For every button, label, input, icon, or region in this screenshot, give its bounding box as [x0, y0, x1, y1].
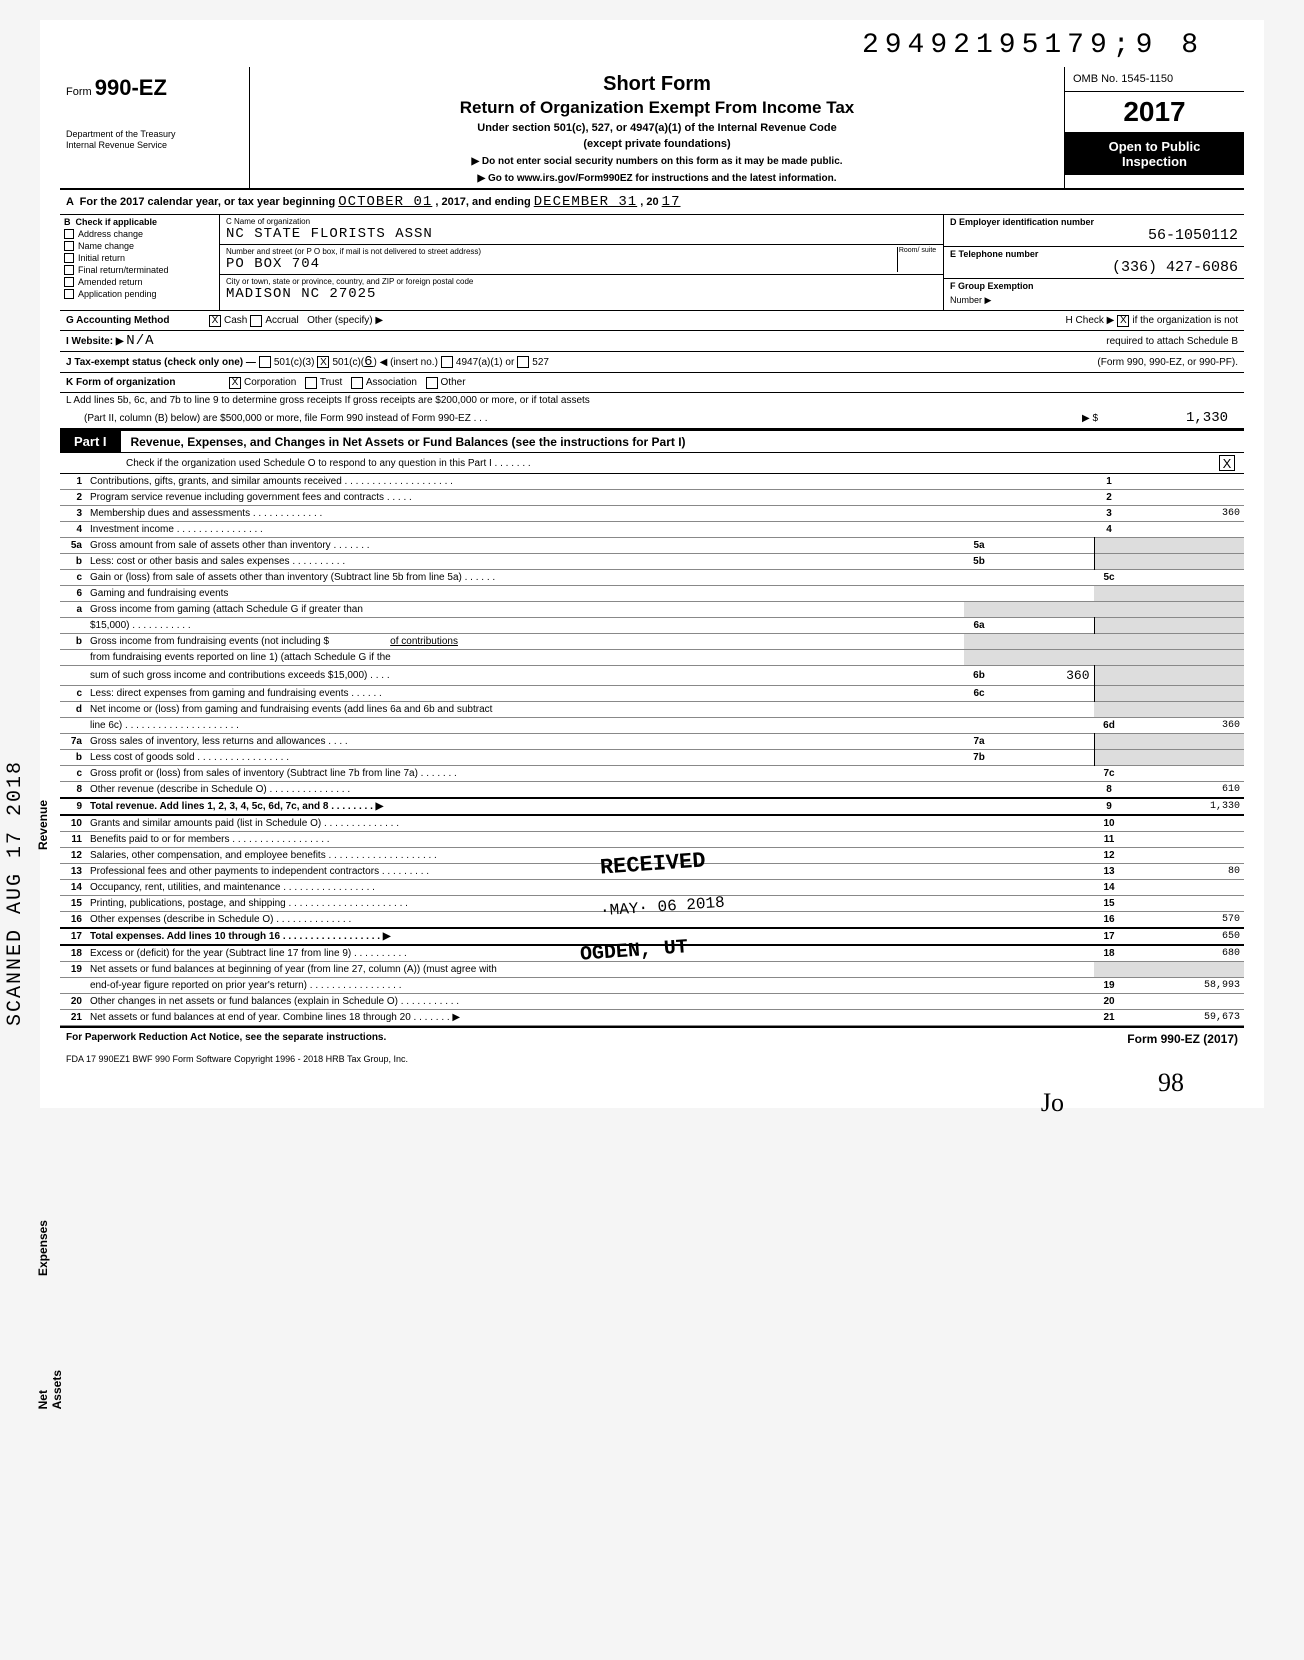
dln-number: 29492195179;9 8: [60, 30, 1244, 61]
line-9-val: 1,330: [1124, 798, 1244, 815]
sub-footer: FDA 17 990EZ1 BWF 990 Form Software Copy…: [60, 1050, 1244, 1068]
line-18-val: 680: [1124, 945, 1244, 962]
header-row: Form 990-EZ Department of the Treasury I…: [60, 67, 1244, 190]
line-17-val: 650: [1124, 928, 1244, 945]
cb-501c[interactable]: X: [317, 356, 329, 368]
cb-schedule-b[interactable]: X: [1117, 315, 1129, 327]
cb-4947[interactable]: [441, 356, 453, 368]
subtitle-1: Under section 501(c), 527, or 4947(a)(1)…: [260, 122, 1054, 134]
short-form-title: Short Form: [260, 73, 1054, 96]
col-def: D Employer identification number 56-1050…: [944, 215, 1244, 310]
title-cell: Short Form Return of Organization Exempt…: [250, 67, 1064, 188]
arrow-line-1: ▶ Do not enter social security numbers o…: [260, 156, 1054, 167]
cb-501c3[interactable]: [259, 356, 271, 368]
website: N/A: [126, 333, 154, 349]
omb-number: OMB No. 1545-1150: [1065, 67, 1244, 92]
subtitle-2: (except private foundations): [260, 138, 1054, 150]
arrow-line-2: ▶ Go to www.irs.gov/Form990EZ for instru…: [260, 173, 1054, 184]
part-1-title: Revenue, Expenses, and Changes in Net As…: [121, 435, 686, 449]
row-i: I Website: ▶ N/A required to attach Sche…: [60, 331, 1244, 352]
part-1-tab: Part I: [60, 431, 121, 452]
line-16-val: 570: [1124, 912, 1244, 929]
cb-application-pending[interactable]: [64, 289, 74, 299]
cb-amended-return[interactable]: [64, 277, 74, 287]
tax-year-yr: 17: [662, 194, 681, 210]
dept-treasury: Department of the Treasury Internal Reve…: [66, 129, 243, 151]
footer: For Paperwork Reduction Act Notice, see …: [60, 1026, 1244, 1050]
block-bcdef: B Check if applicable Address change Nam…: [60, 215, 1244, 311]
cb-527[interactable]: [517, 356, 529, 368]
line-3-val: 360: [1124, 506, 1244, 522]
row-k: K Form of organization XCorporation Trus…: [60, 373, 1244, 393]
row-gh: G Accounting Method XCash Accrual Other …: [60, 311, 1244, 331]
cb-corporation[interactable]: X: [229, 377, 241, 389]
form-number-cell: Form 990-EZ Department of the Treasury I…: [60, 67, 250, 188]
part-1-header: Part I Revenue, Expenses, and Changes in…: [60, 430, 1244, 453]
cb-address-change[interactable]: [64, 229, 74, 239]
cb-name-change[interactable]: [64, 241, 74, 251]
ein: 56-1050112: [950, 227, 1238, 244]
row-l1: L Add lines 5b, 6c, and 7b to line 9 to …: [60, 393, 1244, 408]
line-6b-val: 360: [994, 666, 1094, 686]
main-title: Return of Organization Exempt From Incom…: [260, 98, 1054, 118]
scanned-stamp: SCANNED AUG 17 2018: [4, 760, 27, 1026]
paperwork-notice: For Paperwork Reduction Act Notice, see …: [66, 1032, 386, 1046]
open-to-public: Open to Public Inspection: [1065, 133, 1244, 175]
side-expenses: Expenses: [36, 1220, 50, 1276]
line-19-val: 58,993: [1124, 978, 1244, 994]
line-8-val: 610: [1124, 782, 1244, 799]
part-1-check: Check if the organization used Schedule …: [60, 453, 1244, 474]
row-l2: (Part II, column (B) below) are $500,000…: [60, 408, 1244, 430]
col-c: C Name of organization NC STATE FLORISTS…: [220, 215, 944, 310]
side-net-assets: Net Assets: [36, 1370, 64, 1409]
line-21-val: 59,673: [1124, 1010, 1244, 1026]
tax-year: 2017: [1065, 92, 1244, 133]
form-ref: Form 990-EZ (2017): [1127, 1032, 1238, 1046]
handwrite-2: Jo: [1041, 1088, 1064, 1118]
right-header: OMB No. 1545-1150 2017 Open to Public In…: [1064, 67, 1244, 188]
org-address: PO BOX 704: [226, 256, 897, 272]
row-j: J Tax-exempt status (check only one) — 5…: [60, 352, 1244, 373]
cb-accrual[interactable]: [250, 315, 262, 327]
col-b: B Check if applicable Address change Nam…: [60, 215, 220, 310]
line-6d-val: 360: [1124, 718, 1244, 734]
telephone: (336) 427-6086: [950, 259, 1238, 276]
cb-final-return[interactable]: [64, 265, 74, 275]
line-13-val: 80: [1124, 864, 1244, 880]
form-number: 990-EZ: [95, 75, 167, 100]
form-label: Form: [66, 86, 92, 98]
cb-other-org[interactable]: [426, 377, 438, 389]
tax-year-end: DECEMBER 31: [534, 194, 637, 210]
side-revenue: Revenue: [36, 800, 50, 850]
lines-table: 1Contributions, gifts, grants, and simil…: [60, 474, 1244, 1026]
cb-trust[interactable]: [305, 377, 317, 389]
handwrite-1: 98: [1158, 1068, 1184, 1098]
cb-initial-return[interactable]: [64, 253, 74, 263]
tax-year-begin: OCTOBER 01: [338, 194, 432, 210]
cb-schedule-o[interactable]: X: [1219, 455, 1235, 471]
gross-receipts: 1,330: [1098, 410, 1238, 426]
org-city: MADISON NC 27025: [226, 286, 937, 302]
cb-association[interactable]: [351, 377, 363, 389]
line-a: A For the 2017 calendar year, or tax yea…: [60, 190, 1244, 215]
cb-cash[interactable]: X: [209, 315, 221, 327]
org-name: NC STATE FLORISTS ASSN: [226, 226, 937, 242]
form-page: 29492195179;9 8 Form 990-EZ Department o…: [40, 20, 1264, 1108]
